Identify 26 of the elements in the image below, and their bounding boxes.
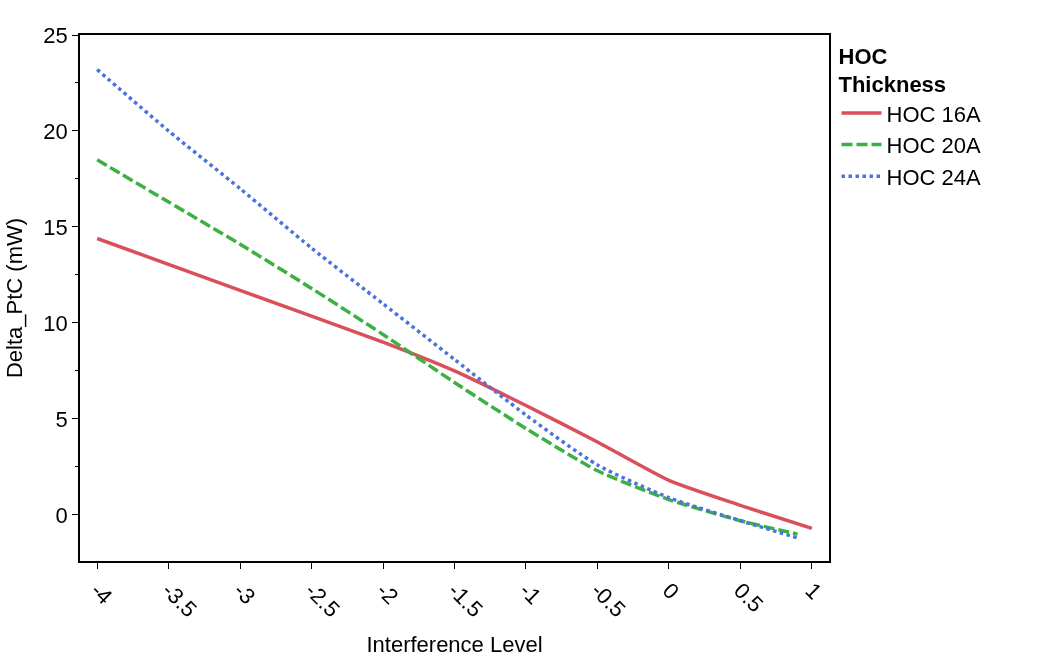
y-tick-label: 20 — [43, 118, 68, 144]
y-axis-title: Delta_PtC (mW) — [1, 217, 27, 379]
x-tick-label: -4 — [85, 577, 118, 610]
legend-label: HOC 16A — [886, 101, 981, 127]
y-tick-label: 5 — [55, 406, 68, 432]
legend-label: HOC 24A — [886, 164, 981, 190]
line-series — [95, 236, 814, 531]
x-tick-label: 0.5 — [729, 577, 769, 618]
y-tick-label: 15 — [43, 214, 68, 240]
y-tick-label: 10 — [43, 310, 68, 336]
x-tick-label: -3 — [228, 577, 261, 610]
x-tick-label: -1.5 — [443, 577, 488, 623]
y-tick-label: 0 — [55, 502, 68, 528]
x-tick-label: -1 — [514, 577, 547, 610]
x-axis-title: Interference Level — [366, 631, 543, 657]
x-tick-label: -0.5 — [586, 577, 631, 623]
line-series — [95, 67, 800, 540]
x-tick-label: 1 — [800, 577, 827, 605]
y-tick-label: 25 — [43, 22, 68, 48]
x-tick-label: -2.5 — [300, 577, 345, 623]
line-series — [95, 158, 800, 536]
x-tick-label: -2 — [371, 577, 404, 610]
x-tick-label: -3.5 — [157, 577, 202, 623]
legend-label: HOC 20A — [886, 133, 981, 159]
x-tick-label: 0 — [657, 577, 684, 605]
legend-title: HOC Thickness — [838, 43, 947, 98]
